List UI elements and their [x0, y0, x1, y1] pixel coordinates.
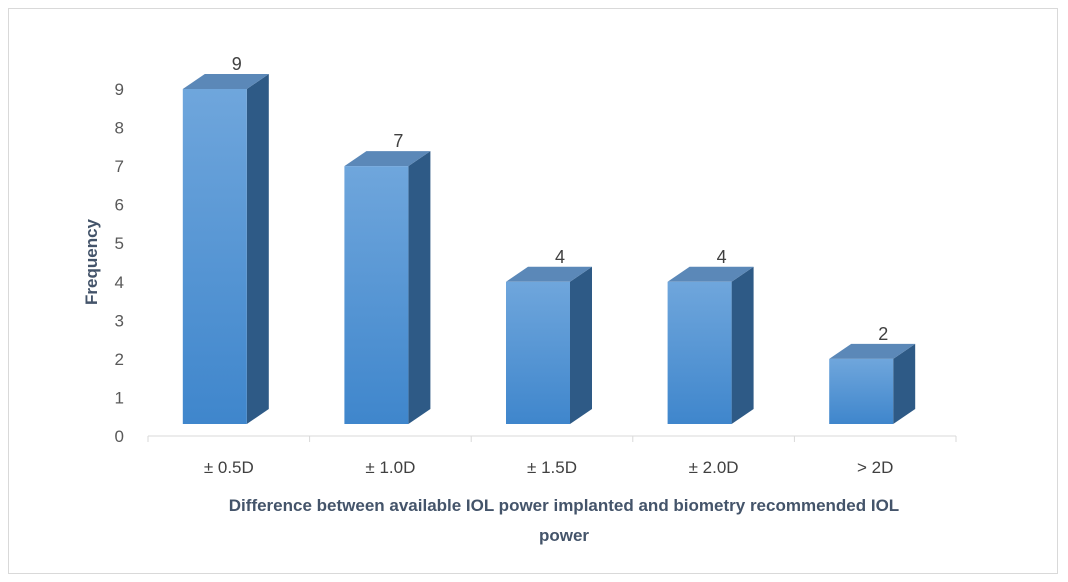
y-tick-label: 1	[115, 388, 124, 407]
x-tick-label: ± 2.0D	[689, 458, 739, 477]
data-label: 2	[878, 324, 888, 344]
bar-side	[893, 343, 916, 424]
bar-top	[344, 151, 431, 167]
bar	[829, 343, 916, 424]
bar-top	[506, 266, 592, 282]
data-label: 4	[555, 247, 565, 267]
bar-front	[667, 281, 732, 424]
y-tick-label: 6	[115, 196, 124, 215]
y-tick-label: 8	[115, 119, 124, 138]
bar-front	[182, 89, 247, 424]
bar-top	[182, 74, 269, 89]
bars	[182, 74, 916, 424]
x-tick-label: ± 0.5D	[204, 458, 254, 477]
x-axis-tick-marks	[147, 436, 957, 442]
bar-side	[246, 74, 269, 424]
bar	[182, 74, 269, 424]
bar-side	[570, 266, 592, 424]
x-axis-labels: ± 0.5D ± 1.0D ± 1.5D ± 2.0D > 2D	[204, 458, 894, 477]
bar-top	[667, 266, 754, 282]
y-axis-ticks: 0 1 2 3 4 5 6 7 8 9	[115, 80, 124, 446]
bar-top	[829, 343, 916, 359]
y-tick-label: 9	[115, 80, 124, 99]
x-tick-label: ± 1.0D	[365, 458, 415, 477]
x-tick-label: > 2D	[857, 458, 893, 477]
y-tick-label: 0	[115, 427, 124, 446]
bar-side	[731, 266, 754, 424]
bar-front	[829, 358, 894, 424]
bar-front	[344, 166, 409, 424]
bar	[506, 266, 592, 424]
bar	[344, 151, 431, 424]
x-axis-title-line-1: Difference between available IOL power i…	[229, 496, 899, 515]
y-tick-label: 4	[115, 273, 124, 292]
y-axis-title: Frequency	[82, 218, 101, 305]
bar-side	[408, 151, 431, 424]
y-tick-label: 7	[115, 157, 124, 176]
data-label: 7	[393, 131, 403, 151]
data-label: 9	[232, 54, 242, 74]
data-labels: 9 7 4 4 2	[232, 54, 888, 344]
y-tick-label: 3	[115, 311, 124, 330]
bar	[667, 266, 754, 424]
x-tick-label: ± 1.5D	[527, 458, 577, 477]
y-tick-label: 2	[115, 350, 124, 369]
data-label: 4	[717, 247, 727, 267]
y-tick-label: 5	[115, 234, 124, 253]
bar-front	[506, 281, 570, 424]
x-axis-title-line-2: power	[539, 526, 589, 545]
